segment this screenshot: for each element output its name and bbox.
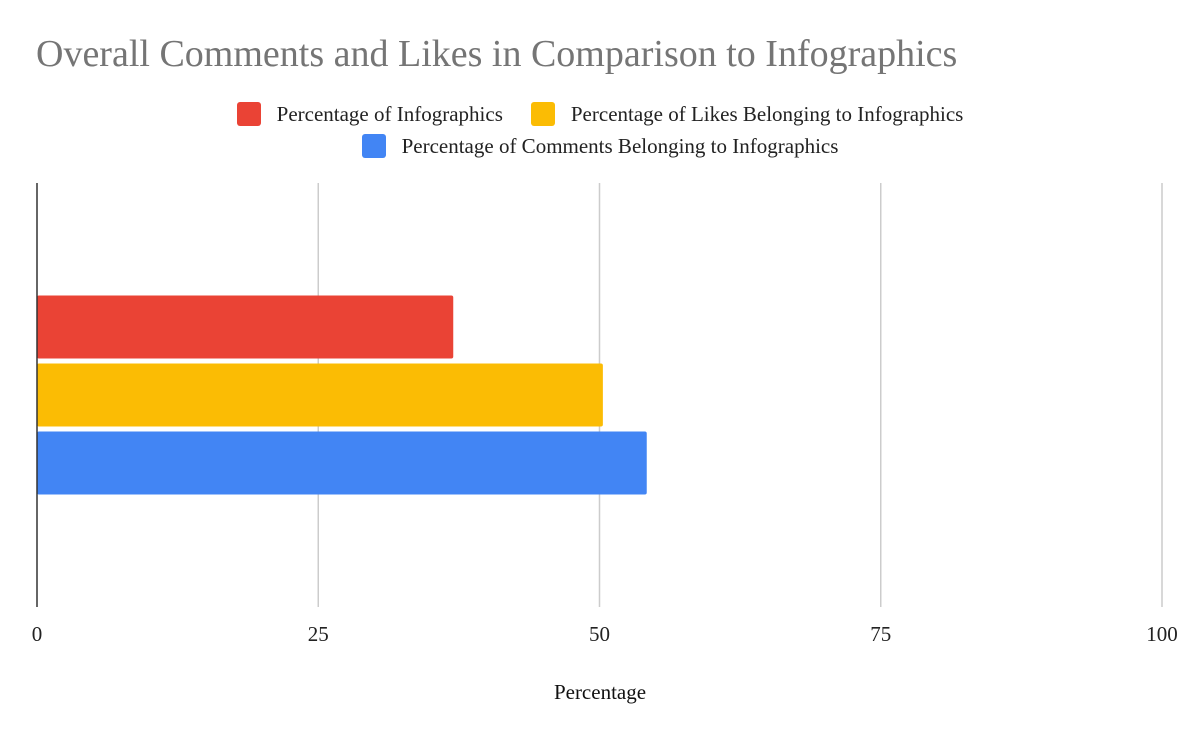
legend-swatch-comments <box>361 134 386 158</box>
legend-row-1: Percentage of Infographics Percentage of… <box>0 98 1200 130</box>
legend-item-likes: Percentage of Likes Belonging to Infogra… <box>530 101 964 127</box>
x-tick-label-50: 50 <box>589 622 610 646</box>
legend: Percentage of Infographics Percentage of… <box>0 98 1200 162</box>
bar-2 <box>37 431 647 495</box>
legend-row-2: Percentage of Comments Belonging to Info… <box>0 130 1200 162</box>
bar-1 <box>37 363 603 427</box>
legend-label-comments: Percentage of Comments Belonging to Info… <box>401 133 839 158</box>
bar-0 <box>37 295 454 359</box>
x-tick-label-25: 25 <box>308 622 329 646</box>
legend-item-infographics: Percentage of Infographics <box>236 101 503 127</box>
legend-swatch-infographics <box>236 102 261 126</box>
x-tick-label-75: 75 <box>870 622 891 646</box>
x-tick-label-100: 100 <box>1146 622 1178 646</box>
chart-title: Overall Comments and Likes in Comparison… <box>36 33 958 75</box>
x-tick-label-0: 0 <box>32 622 43 646</box>
legend-label-likes: Percentage of Likes Belonging to Infogra… <box>570 101 964 126</box>
legend-swatch-likes <box>530 102 555 126</box>
legend-item-comments: Percentage of Comments Belonging to Info… <box>361 133 839 159</box>
legend-label-infographics: Percentage of Infographics <box>276 101 503 126</box>
x-axis-title: Percentage <box>553 680 647 704</box>
